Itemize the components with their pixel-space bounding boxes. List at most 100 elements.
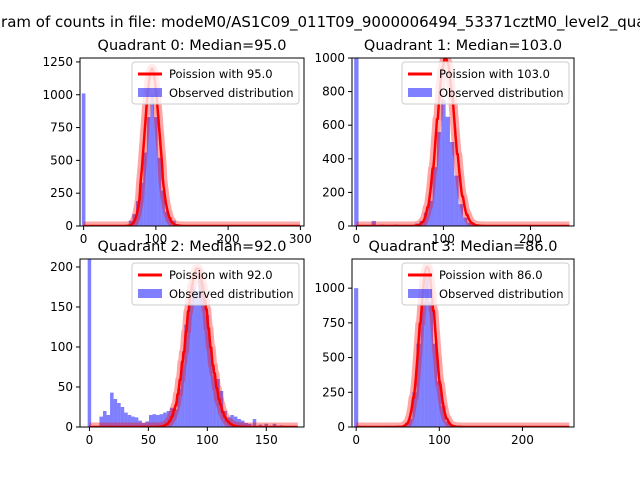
histogram-bar	[202, 291, 206, 427]
histogram-bar	[187, 303, 192, 427]
y-tick-label: 0	[337, 420, 345, 434]
y-tick-label: 1000	[314, 51, 345, 65]
y-tick-label: 50	[58, 380, 73, 394]
x-tick-label: 50	[141, 433, 156, 447]
histogram-bar	[420, 302, 425, 427]
histogram-bar	[163, 412, 167, 427]
y-tick-label: 500	[322, 351, 345, 365]
histogram-bar	[117, 403, 121, 427]
histogram-bar	[248, 423, 252, 427]
legend: Poission with 103.0 Observed distribution	[401, 61, 570, 105]
legend: Poission with 86.0 Observed distribution	[401, 262, 570, 306]
x-tick-label: 100	[432, 232, 455, 246]
histogram-bar	[194, 291, 199, 427]
histogram-bar	[445, 421, 450, 427]
histogram-bar	[177, 388, 181, 427]
legend-bar-swatch	[408, 289, 432, 298]
histogram-bar	[166, 411, 171, 427]
legend-bar-swatch	[408, 88, 432, 97]
histogram-bar	[233, 416, 238, 427]
histogram-bar	[416, 343, 421, 427]
histogram-bar	[154, 117, 158, 226]
histogram-bars	[354, 58, 477, 226]
axes-frame	[79, 258, 305, 428]
histogram-bar	[184, 324, 188, 427]
x-tick-label: 200	[217, 232, 240, 246]
y-tick-label: 1250	[42, 55, 73, 69]
histogram-bar	[134, 417, 139, 427]
legend-bar-swatch	[138, 289, 162, 298]
y-tick-label: 800	[322, 85, 345, 99]
y-tick-label: 500	[50, 153, 73, 167]
histogram-bar	[128, 220, 133, 226]
legend-label-observed: Observed distribution	[439, 287, 564, 301]
legend-box	[401, 61, 570, 105]
y-tick-label: 250	[322, 385, 345, 399]
legend-box	[131, 61, 300, 105]
histogram-bar	[423, 212, 429, 226]
y-tick-label: 0	[337, 219, 345, 233]
axes-frame	[351, 258, 575, 428]
subplot-title: Quadrant 2: Median=92.0	[98, 239, 287, 255]
x-tick-label: 150	[255, 433, 278, 447]
legend-box	[131, 262, 300, 306]
histogram-bar	[198, 268, 203, 427]
legend-bar-swatch	[138, 88, 162, 97]
histogram-bar	[244, 423, 248, 427]
y-tick-label: 200	[50, 260, 73, 274]
poisson-curve-group	[352, 58, 574, 226]
legend: Poission with 95.0 Observed distribution	[131, 61, 300, 105]
histogram-bar	[173, 409, 178, 427]
y-tick-label: 750	[322, 316, 345, 330]
histogram-bar	[371, 220, 376, 226]
histogram-bar	[150, 94, 155, 226]
subplot-3: 0 100 200 0 250 500 750 1000 Quadrant 3: Median=…	[314, 239, 575, 447]
x-tick-label: 0	[352, 433, 360, 447]
histogram-bar	[449, 142, 455, 226]
histogram-bar	[272, 423, 277, 427]
histogram-bar	[205, 315, 210, 427]
x-tick-label: 200	[511, 433, 534, 447]
histogram-bar	[441, 406, 446, 427]
histogram-bar	[159, 414, 164, 427]
histogram-bar	[216, 379, 220, 427]
histogram-bar	[106, 415, 111, 427]
histogram-bar	[428, 200, 433, 226]
histogram-bar	[237, 419, 241, 427]
histogram-bar	[124, 412, 128, 427]
histogram-bar	[445, 116, 450, 226]
histogram-bar	[412, 392, 417, 427]
legend-label-poisson: Poission with 103.0	[439, 67, 550, 81]
histogram-bar	[212, 375, 217, 427]
histogram-bar	[428, 302, 434, 427]
subplot-1: 0 100 200 0 200 400 600 800 1000 Quadrant 1: Medi…	[314, 38, 575, 246]
histogram-bar	[157, 157, 162, 226]
histogram-bar	[143, 152, 147, 226]
histogram-bar	[141, 423, 146, 427]
histogram-bar	[99, 416, 103, 427]
histogram-bar	[120, 407, 125, 427]
histogram-bar	[354, 58, 359, 226]
histogram-bar	[432, 167, 437, 226]
legend-label-poisson: Poission with 92.0	[169, 268, 273, 282]
subplot-title: Quadrant 3: Median=86.0	[369, 239, 558, 255]
histogram-bar	[87, 259, 92, 427]
legend-label-observed: Observed distribution	[439, 86, 564, 100]
histogram-bar	[113, 399, 118, 427]
histogram-bar	[161, 190, 165, 226]
x-tick-label: 100	[144, 232, 167, 246]
histogram-bar	[138, 420, 142, 427]
figure-suptitle: Histogram of counts in file: modeM0/AS1C…	[0, 13, 640, 32]
x-tick-label: 0	[86, 433, 94, 447]
y-tick-label: 1000	[314, 281, 345, 295]
subplot-title: Quadrant 0: Median=95.0	[98, 38, 287, 54]
legend-label-poisson: Poission with 86.0	[439, 268, 543, 282]
histogram-bar	[127, 415, 132, 427]
histogram-bar	[264, 423, 269, 427]
y-tick-label: 150	[50, 300, 73, 314]
histogram-bar	[463, 217, 468, 226]
histogram-bar	[436, 131, 442, 226]
histogram-bar	[454, 175, 459, 226]
y-tick-label: 1000	[42, 88, 73, 102]
legend-label-observed: Observed distribution	[169, 287, 294, 301]
